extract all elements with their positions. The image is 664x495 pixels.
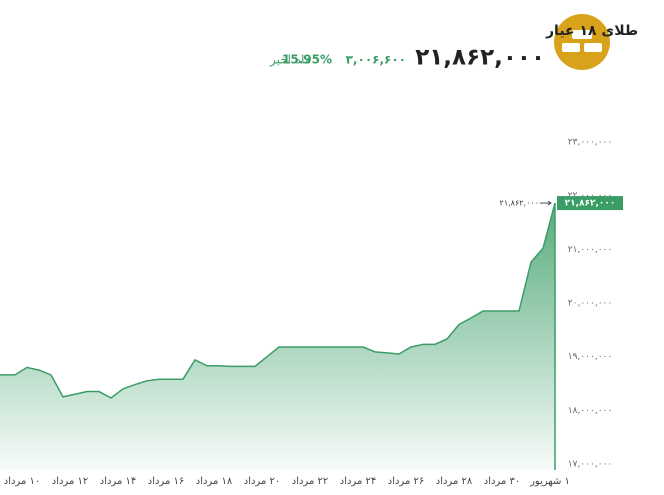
y-tick-label: ۲۱,۰۰۰,۰۰۰: [568, 245, 612, 255]
price-tag-label: ۲۱,۸۶۲,۰۰۰: [565, 199, 616, 209]
change-percent: 15.95%: [282, 53, 332, 67]
change: ۳,۰۰۶,۶۰۰: [346, 53, 406, 67]
x-tick-label: ۳۰ مرداد: [484, 476, 521, 487]
period: ماه اخیر: [269, 53, 311, 68]
x-tick-label: ۲۰ مرداد: [244, 476, 281, 487]
price: ۲۱,۸۶۲,۰۰۰: [415, 45, 545, 71]
x-tick-label: ۲۲ مرداد: [292, 476, 329, 487]
title: طلای ۱۸ عیار: [545, 23, 638, 39]
x-tick-label: ۱ شهریور: [529, 476, 570, 487]
x-tick-label: ۲۸ مرداد: [436, 476, 473, 487]
price-tag: [557, 196, 623, 211]
x-tick-label: ۱۶ مرداد: [148, 476, 185, 487]
x-tick-label: ۲۴ مرداد: [340, 476, 377, 487]
y-tick-label: ۲۳,۰۰۰,۰۰۰: [568, 138, 612, 148]
y-tick-label: ۱۹,۰۰۰,۰۰۰: [568, 352, 612, 362]
x-tick-label: ۱۰ مرداد: [4, 476, 41, 487]
y-tick-label: ۱۷,۰۰۰,۰۰۰: [568, 460, 612, 470]
last-price-arrow: [540, 200, 552, 206]
line: [0, 202, 556, 399]
last-price-label: ۲۱,۸۶۲,۰۰۰: [500, 199, 539, 208]
x-tick-label: ۱۸ مرداد: [196, 476, 233, 487]
x-tick-label: ۱۴ مرداد: [100, 476, 137, 487]
gold-icon: [554, 14, 610, 70]
y-tick-label: ۲۰,۰۰۰,۰۰۰: [568, 299, 612, 309]
area: [0, 203, 555, 470]
y-tick-label: ۱۸,۰۰۰,۰۰۰: [568, 406, 612, 416]
x-tick-label: ۲۶ مرداد: [388, 476, 425, 487]
x-tick-label: ۱۲ مرداد: [52, 476, 89, 487]
